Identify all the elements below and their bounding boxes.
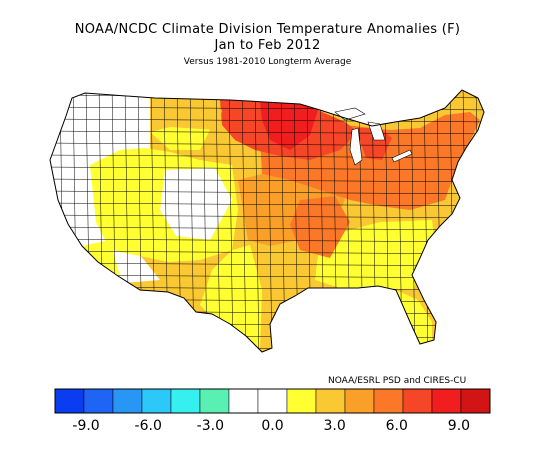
division-line [423,90,429,352]
division-line [267,90,273,352]
legend-swatch [228,388,259,414]
legend-swatch [373,388,404,414]
division-line [50,202,484,207]
division-line [50,130,484,135]
us-outline [49,89,485,353]
region-montana-moderate-warm [150,98,222,130]
legend-swatch [199,388,230,414]
legend-tick-label: 9.0 [447,418,471,434]
legend-tick-label: 6.0 [385,418,408,434]
map-title-block: NOAA/NCDC Climate Division Temperature A… [0,22,535,69]
division-line [254,90,260,352]
legend-swatch [431,388,462,414]
lake-huron [367,121,386,141]
region-texas-slight-warm [200,245,262,350]
division-line [228,90,234,352]
division-line [50,238,484,243]
legend-swatch [344,388,375,414]
legend-swatch [83,388,114,414]
division-line [410,90,416,352]
legend-swatch [170,388,201,414]
legend-tick-label: -3.0 [196,418,224,434]
legend-swatch [402,388,433,414]
legend-swatch [257,388,288,414]
legend-tick-label: -9.0 [72,418,100,434]
lake-erie [391,149,413,163]
division-line [50,118,484,123]
legend-tick-label: 0.0 [261,418,284,434]
region-socal-slight-warm [82,240,120,276]
legend-swatch [315,388,346,414]
division-line [50,190,484,195]
legend-swatch [286,388,317,414]
data-credit: NOAA/ESRL PSD and CIRES-CU [328,376,467,386]
region-minnesota-hottest [260,100,318,150]
map-baseline-note: Versus 1981-2010 Longterm Average [183,57,352,67]
legend-swatch [460,388,491,414]
legend-tick-label: 3.0 [323,418,346,434]
legend-tick-label: -6.0 [134,418,162,434]
map-period: Jan to Feb 2012 [214,38,321,53]
region-southeast-slight-warm [315,220,436,290]
division-line [50,166,484,171]
legend-swatch [141,388,172,414]
division-line [215,90,221,352]
division-line [50,142,484,147]
division-line [50,226,484,231]
legend-swatch [112,388,143,414]
map-title: NOAA/NCDC Climate Division Temperature A… [74,22,461,37]
legend-swatch [54,388,85,414]
division-line [50,214,484,219]
region-florida-slight-warm [396,290,432,344]
lake-michigan [349,127,363,166]
legend-frame [54,388,491,414]
division-line [50,154,484,159]
division-line [50,178,484,183]
division-line [241,90,247,352]
